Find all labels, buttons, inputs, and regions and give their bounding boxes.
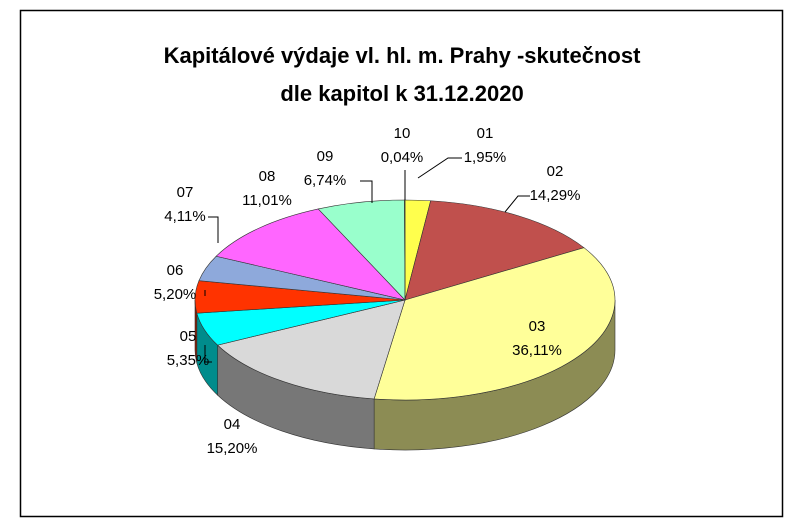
slice-category-label: 05 <box>180 328 197 345</box>
slice-value-label: 4,11% <box>164 208 205 225</box>
leader-line <box>417 157 462 179</box>
slice-value-label: 36,11% <box>512 342 562 359</box>
slice-value-label: 6,74% <box>304 172 347 189</box>
slice-category-label: 03 <box>529 318 546 335</box>
slice-value-label: 0,04% <box>381 149 424 166</box>
slice-category-label: 08 <box>259 168 276 185</box>
slice-value-label: 11,01% <box>242 192 292 209</box>
leader-line <box>204 345 212 363</box>
leader-line <box>208 216 219 243</box>
pie-slice <box>215 208 406 301</box>
slice-category-label: 01 <box>477 125 494 142</box>
slice-category-label: 10 <box>394 125 411 142</box>
slice-value-label: 5,20% <box>154 286 197 303</box>
slice-category-label: 06 <box>167 262 184 279</box>
leader-line <box>504 195 530 213</box>
slice-category-label: 02 <box>547 163 564 180</box>
slice-category-label: 04 <box>224 416 241 433</box>
chart-title: dle kapitol k 31.12.2020 <box>280 81 523 106</box>
slice-value-label: 14,29% <box>530 187 581 204</box>
slice-category-label: 07 <box>177 184 194 201</box>
pie-slice <box>216 299 406 400</box>
slice-value-label: 15,20% <box>207 440 258 457</box>
chart-title: Kapitálové výdaje vl. hl. m. Prahy -skut… <box>164 43 642 68</box>
slice-value-label: 1,95% <box>464 149 507 166</box>
pie-slice <box>373 247 616 401</box>
slice-category-label: 09 <box>317 148 334 165</box>
leader-line <box>360 180 373 203</box>
slice-value-label: 5,35% <box>167 352 210 369</box>
pie-slice <box>404 200 585 301</box>
